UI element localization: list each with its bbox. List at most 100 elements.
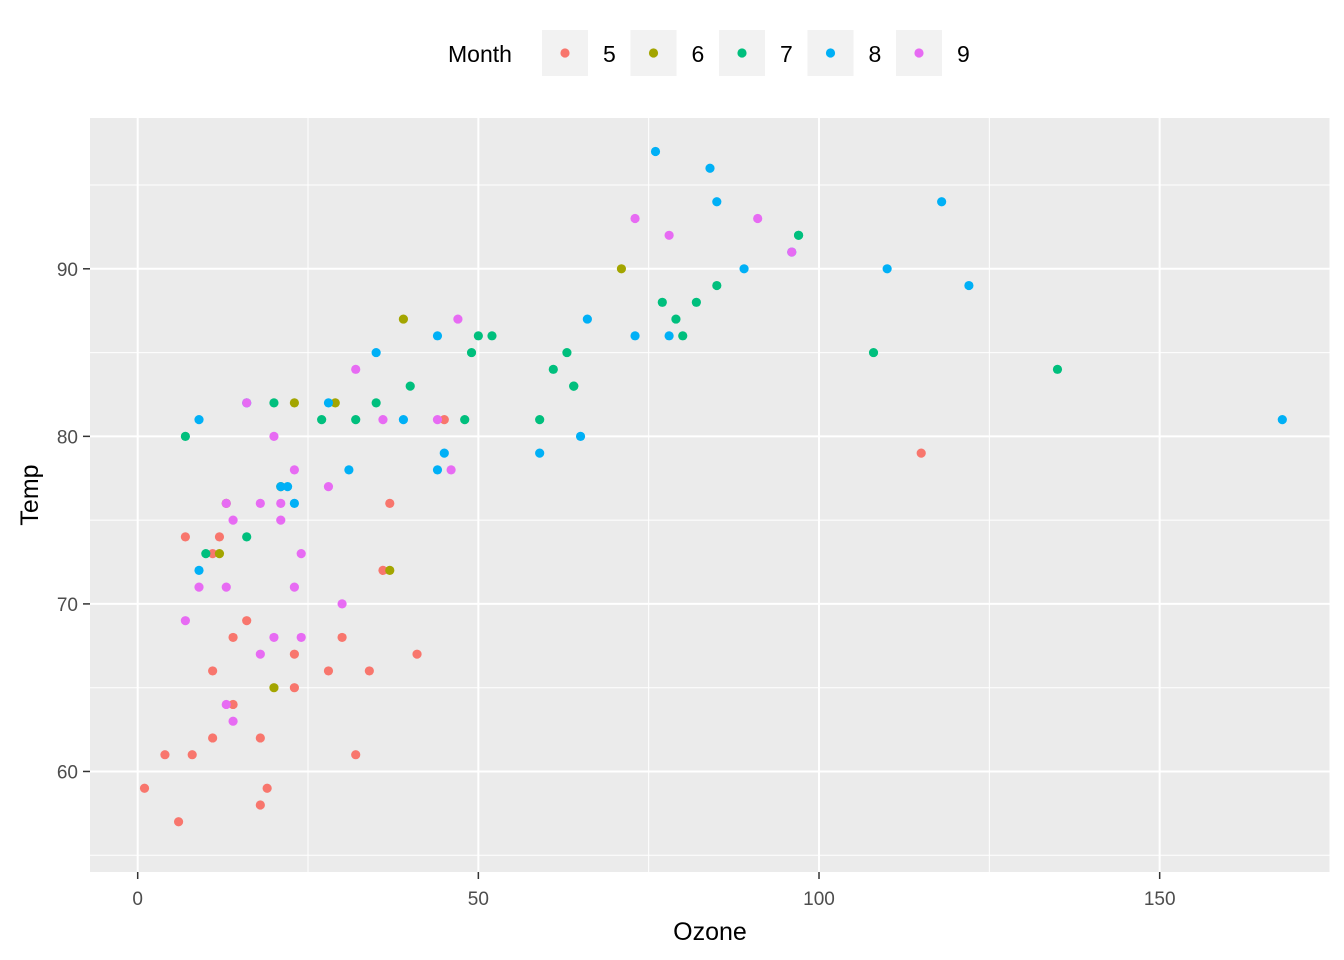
plot-panel xyxy=(90,118,1330,872)
data-point-month-7 xyxy=(1052,364,1063,374)
data-point-month-8 xyxy=(432,465,443,475)
x-tick-label: 150 xyxy=(1144,889,1176,910)
data-point-month-7 xyxy=(487,331,497,341)
data-point-month-5 xyxy=(255,800,265,810)
data-point-month-7 xyxy=(569,381,579,391)
data-point-month-9 xyxy=(289,582,299,592)
data-point-month-5 xyxy=(439,415,449,425)
data-point-month-7 xyxy=(548,364,558,374)
x-axis-title: Ozone xyxy=(673,918,747,946)
data-point-month-9 xyxy=(269,632,279,643)
y-tick-label: 60 xyxy=(57,762,78,783)
data-point-month-5 xyxy=(214,532,225,542)
data-point-month-8 xyxy=(739,264,749,274)
data-point-month-8 xyxy=(276,482,286,492)
data-point-month-5 xyxy=(187,750,197,760)
data-point-month-9 xyxy=(378,415,388,425)
data-point-month-9 xyxy=(276,515,286,525)
data-point-month-8 xyxy=(194,415,204,425)
data-point-month-7 xyxy=(678,331,688,341)
data-point-month-5 xyxy=(916,448,926,458)
data-point-month-8 xyxy=(712,197,722,207)
data-point-month-8 xyxy=(439,448,449,458)
data-point-month-5 xyxy=(255,733,265,743)
data-point-month-5 xyxy=(160,750,170,760)
data-point-month-8 xyxy=(1277,415,1287,425)
data-point-month-9 xyxy=(787,247,797,257)
data-point-month-5 xyxy=(412,649,422,659)
legend: Month 5 6 7 8 9 xyxy=(448,30,970,76)
x-tick-label: 100 xyxy=(803,889,835,910)
data-point-month-5 xyxy=(289,649,299,659)
data-point-month-9 xyxy=(296,549,306,559)
legend-key-dot xyxy=(914,48,924,58)
data-point-month-5 xyxy=(228,699,238,710)
legend-key-dot xyxy=(737,48,747,58)
data-point-month-8 xyxy=(344,465,354,475)
y-tick-label: 70 xyxy=(57,595,78,616)
data-point-month-9 xyxy=(753,213,763,224)
data-point-month-9 xyxy=(323,482,334,492)
data-point-month-8 xyxy=(630,331,640,341)
x-axis-ticks: 0 50 100 150 xyxy=(132,872,1176,910)
data-point-month-5 xyxy=(289,683,299,693)
data-point-month-5 xyxy=(323,666,334,676)
data-point-month-8 xyxy=(323,398,334,408)
data-point-month-6 xyxy=(385,565,395,576)
y-axis-ticks: 60 70 80 90 xyxy=(57,260,90,783)
legend-label-month-9: 9 xyxy=(957,41,970,67)
data-point-month-7 xyxy=(473,331,483,341)
data-point-month-5 xyxy=(385,498,395,508)
data-point-month-5 xyxy=(262,783,272,793)
data-point-month-8 xyxy=(575,431,586,441)
data-point-month-7 xyxy=(691,297,701,307)
data-point-month-8 xyxy=(535,448,545,458)
legend-label-month-6: 6 xyxy=(692,41,705,67)
legend-title: Month xyxy=(448,41,512,67)
data-point-month-5 xyxy=(208,666,218,676)
data-point-month-9 xyxy=(194,582,204,592)
data-point-month-5 xyxy=(337,632,347,643)
data-point-month-5 xyxy=(364,666,374,676)
data-point-month-9 xyxy=(446,465,456,475)
data-point-month-5 xyxy=(228,632,238,643)
data-points xyxy=(139,146,1287,827)
data-point-month-5 xyxy=(173,817,184,827)
data-point-month-7 xyxy=(562,347,572,358)
data-point-month-7 xyxy=(317,415,327,425)
data-point-month-9 xyxy=(337,599,347,609)
data-point-month-5 xyxy=(351,750,361,760)
data-point-month-7 xyxy=(242,532,252,542)
data-point-month-9 xyxy=(432,415,443,425)
data-point-month-7 xyxy=(868,347,879,358)
data-point-month-9 xyxy=(255,498,265,508)
data-point-month-8 xyxy=(664,331,674,341)
data-point-month-7 xyxy=(671,314,681,324)
data-point-month-6 xyxy=(616,264,627,274)
data-point-month-7 xyxy=(269,398,279,408)
data-point-month-6 xyxy=(398,314,409,324)
data-point-month-8 xyxy=(398,415,409,425)
data-point-month-9 xyxy=(296,632,306,643)
x-tick-label: 50 xyxy=(468,889,489,910)
data-point-month-7 xyxy=(712,280,722,291)
data-point-month-8 xyxy=(289,498,299,508)
legend-label-month-7: 7 xyxy=(780,41,793,67)
data-point-month-8 xyxy=(882,264,892,274)
data-point-month-8 xyxy=(650,146,661,157)
data-point-month-8 xyxy=(371,347,381,358)
data-point-month-7 xyxy=(793,230,804,240)
data-point-month-9 xyxy=(228,515,238,525)
legend-label-month-5: 5 xyxy=(603,41,616,67)
data-point-month-6 xyxy=(269,683,279,693)
data-point-month-9 xyxy=(630,213,640,224)
data-point-month-9 xyxy=(242,398,252,408)
data-point-month-9 xyxy=(269,431,279,441)
y-axis-title: Temp xyxy=(16,464,44,525)
data-point-month-8 xyxy=(705,163,715,173)
data-point-month-8 xyxy=(282,482,293,492)
data-point-month-9 xyxy=(276,498,286,508)
data-point-month-9 xyxy=(221,699,231,710)
data-point-month-5 xyxy=(139,783,150,793)
